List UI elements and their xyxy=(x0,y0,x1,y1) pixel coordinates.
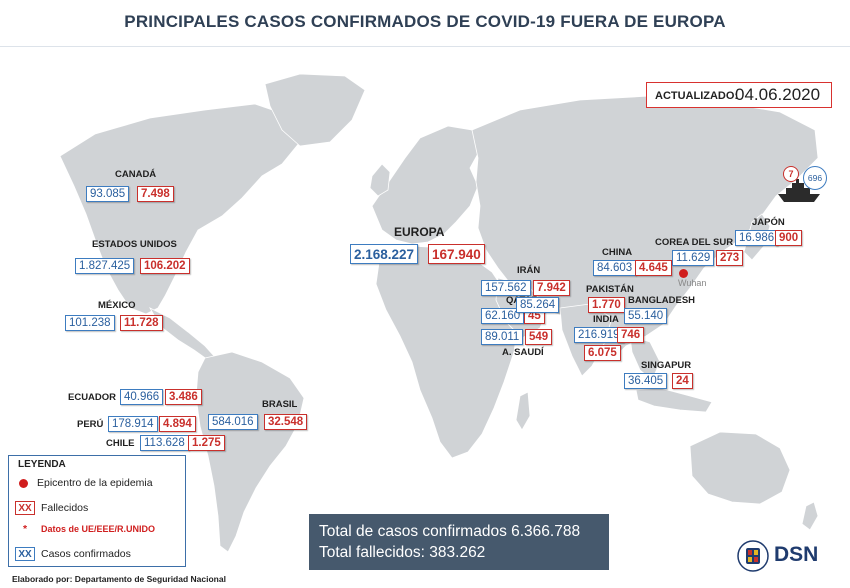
total-confirmed: Total de casos confirmados 6.366.788 xyxy=(319,523,581,540)
deaths-box-icon: XX xyxy=(15,501,35,515)
deaths-canada: 7.498 xyxy=(137,186,174,202)
updated-box: ACTUALIZADO: 04.06.2020 xyxy=(646,82,832,108)
confirmed-mexico: 101.238 xyxy=(65,315,115,331)
confirmed-bangladesh: 55.140 xyxy=(624,308,668,324)
confirmed-canada: 93.085 xyxy=(86,186,130,202)
legend-row-deaths: XX Fallecidos xyxy=(15,501,88,515)
confirmed-japon: 16.986 xyxy=(735,230,779,246)
country-label-peru: PERÚ xyxy=(77,419,104,430)
deaths-bangladesh: 746 xyxy=(617,327,645,343)
updated-label: ACTUALIZADO: xyxy=(655,90,739,102)
epicenter-dot-icon xyxy=(19,478,28,488)
country-label-chile: CHILE xyxy=(106,438,135,449)
country-label-pakistan: PAKISTÁN xyxy=(586,284,634,295)
deaths-ecuador: 3.486 xyxy=(165,389,202,405)
legend-epicenter-label: Epicentro de la epidemia xyxy=(37,477,153,489)
deaths-corea: 273 xyxy=(716,250,744,266)
country-label-singapur: SINGAPUR xyxy=(641,360,692,371)
deaths-peru: 4.894 xyxy=(159,416,196,432)
confirmed-india: 216.919 xyxy=(574,327,624,343)
totals-box: Total de casos confirmados 6.366.788 Tot… xyxy=(309,514,609,570)
australia-landmass xyxy=(689,431,791,505)
deaths-singapur: 24 xyxy=(672,373,693,389)
north-america-landmass xyxy=(59,103,301,315)
epicenter-marker xyxy=(679,269,688,278)
legend-row-confirmed: XX Casos confirmados xyxy=(15,547,131,561)
confirmed-corea: 11.629 xyxy=(672,250,715,266)
total-deaths: Total fallecidos: 383.262 xyxy=(319,544,486,561)
deaths-brasil: 32.548 xyxy=(264,414,308,430)
country-label-ecuador: ECUADOR xyxy=(68,392,117,403)
country-label-canada: CANADÁ xyxy=(115,169,157,180)
cruise-ship-confirmed: 696 xyxy=(803,166,827,190)
country-label-corea: COREA DEL SUR xyxy=(655,237,734,248)
asterisk-icon: * xyxy=(22,523,28,535)
uk-landmass xyxy=(369,163,391,197)
dsn-logo-text: DSN xyxy=(774,543,819,566)
deaths-europa: 167.940 xyxy=(428,244,485,264)
coat-of-arms-icon xyxy=(737,540,769,572)
africa-landmass xyxy=(375,245,519,459)
country-label-japon: JAPÓN xyxy=(752,217,785,228)
country-label-bangladesh: BANGLADESH xyxy=(628,295,696,306)
cruise-ship-icon xyxy=(778,179,820,202)
confirmed-peru: 178.914 xyxy=(108,416,158,432)
confirmed-iran: 157.562 xyxy=(481,280,531,296)
deaths-japon: 900 xyxy=(775,230,803,246)
confirmed-brasil: 584.016 xyxy=(208,414,258,430)
legend-row-epicenter: Epicentro de la epidemia xyxy=(15,477,153,489)
confirmed-chile: 113.628 xyxy=(140,435,189,451)
greenland-landmass xyxy=(264,73,366,147)
confirmed-qatar: 62.160 xyxy=(481,308,525,324)
country-label-mexico: MÉXICO xyxy=(98,300,136,311)
legend-title: LEYENDA xyxy=(18,459,66,470)
deaths-pakistan: 1.770 xyxy=(588,297,625,313)
deaths-india: 6.075 xyxy=(584,345,621,361)
confirmed-china: 84.603 xyxy=(593,260,637,276)
country-label-brasil: BRASIL xyxy=(262,399,298,410)
deaths-iran: 7.942 xyxy=(533,280,570,296)
madagascar-landmass xyxy=(515,391,531,431)
updated-date: 04.06.2020 xyxy=(735,85,821,104)
country-label-usa: ESTADOS UNIDOS xyxy=(92,239,177,250)
cruise-ship-deaths: 7 xyxy=(783,166,799,182)
confirmed-pakistan: 85.264 xyxy=(516,297,560,313)
country-label-iran: IRÁN xyxy=(517,265,541,276)
confirmed-singapur: 36.405 xyxy=(624,373,668,389)
deaths-usa: 106.202 xyxy=(140,258,190,274)
legend: LEYENDA Epicentro de la epidemia XX Falle… xyxy=(8,455,186,567)
country-label-india: INDIA xyxy=(593,314,619,325)
deaths-mexico: 11.728 xyxy=(120,315,163,331)
country-label-china: CHINA xyxy=(602,247,633,258)
footer-credit: Elaborado por: Departamento de Seguridad… xyxy=(12,574,226,584)
confirmed-ecuador: 40.966 xyxy=(120,389,164,405)
confirmed-arabia: 89.011 xyxy=(481,329,524,345)
indonesia-landmass xyxy=(635,387,713,413)
deaths-chile: 1.275 xyxy=(188,435,225,451)
confirmed-europa: 2.168.227 xyxy=(350,244,419,264)
confirmed-box-icon: XX xyxy=(15,547,35,561)
legend-row-eu-data: * Datos de UE/EEE/R.UNIDO xyxy=(15,523,155,535)
deaths-china: 4.645 xyxy=(635,260,672,276)
legend-deaths-label: Fallecidos xyxy=(41,501,89,514)
country-label-europa: EUROPA xyxy=(394,225,445,239)
title-bar: PRINCIPALES CASOS CONFIRMADOS DE COVID-1… xyxy=(0,0,850,47)
page-title: PRINCIPALES CASOS CONFIRMADOS DE COVID-1… xyxy=(124,12,726,31)
confirmed-usa: 1.827.425 xyxy=(75,258,135,274)
dsn-logo: DSN xyxy=(736,540,836,572)
country-label-arabia: A. SAUDÍ xyxy=(502,347,544,358)
deaths-arabia: 549 xyxy=(525,329,553,345)
legend-confirmed-label: Casos confirmados xyxy=(41,547,131,560)
south-america-landmass xyxy=(195,351,305,553)
new-zealand-landmass xyxy=(801,501,819,531)
legend-eu-data-label: Datos de UE/EEE/R.UNIDO xyxy=(41,524,156,534)
epicenter-label: Wuhan xyxy=(678,278,707,288)
